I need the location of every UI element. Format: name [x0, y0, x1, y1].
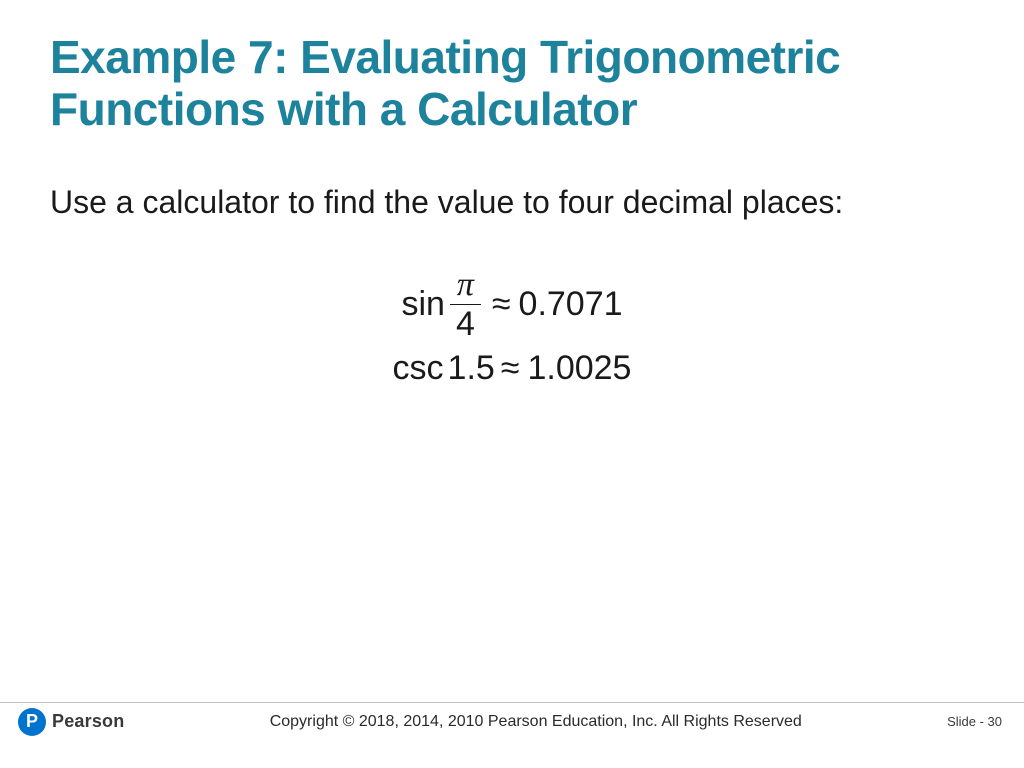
pearson-logo-icon: P [18, 708, 46, 736]
footer: P Pearson Copyright © 2018, 2014, 2010 P… [0, 702, 1024, 740]
equation-2: csc 1.5 ≈ 1.0025 [393, 349, 632, 388]
fraction-pi-over-4: π 4 [450, 268, 481, 341]
math-block: sin π 4 ≈ 0.7071 csc 1.5 ≈ 1.0025 [0, 264, 1024, 392]
func-csc: csc [393, 349, 444, 388]
approx-symbol: ≈ [492, 285, 511, 324]
slide-title: Example 7: Evaluating Trigonometric Func… [50, 32, 974, 135]
fraction-denominator: 4 [450, 304, 481, 341]
pearson-logo-text: Pearson [52, 711, 124, 732]
pearson-logo: P Pearson [18, 708, 124, 736]
func-sin: sin [401, 285, 444, 324]
approx-symbol: ≈ [501, 349, 520, 388]
fraction-numerator: π [454, 268, 477, 304]
equation-1: sin π 4 ≈ 0.7071 [401, 268, 622, 341]
result-value-1: 0.7071 [519, 285, 623, 324]
pearson-logo-letter: P [18, 708, 46, 736]
instruction-text: Use a calculator to find the value to fo… [50, 182, 974, 222]
copyright-text: Copyright © 2018, 2014, 2010 Pearson Edu… [124, 713, 947, 731]
result-value-2: 1.0025 [527, 349, 631, 388]
slide-number: Slide - 30 [947, 714, 1002, 729]
slide: Example 7: Evaluating Trigonometric Func… [0, 0, 1024, 768]
arg-value: 1.5 [448, 349, 495, 388]
